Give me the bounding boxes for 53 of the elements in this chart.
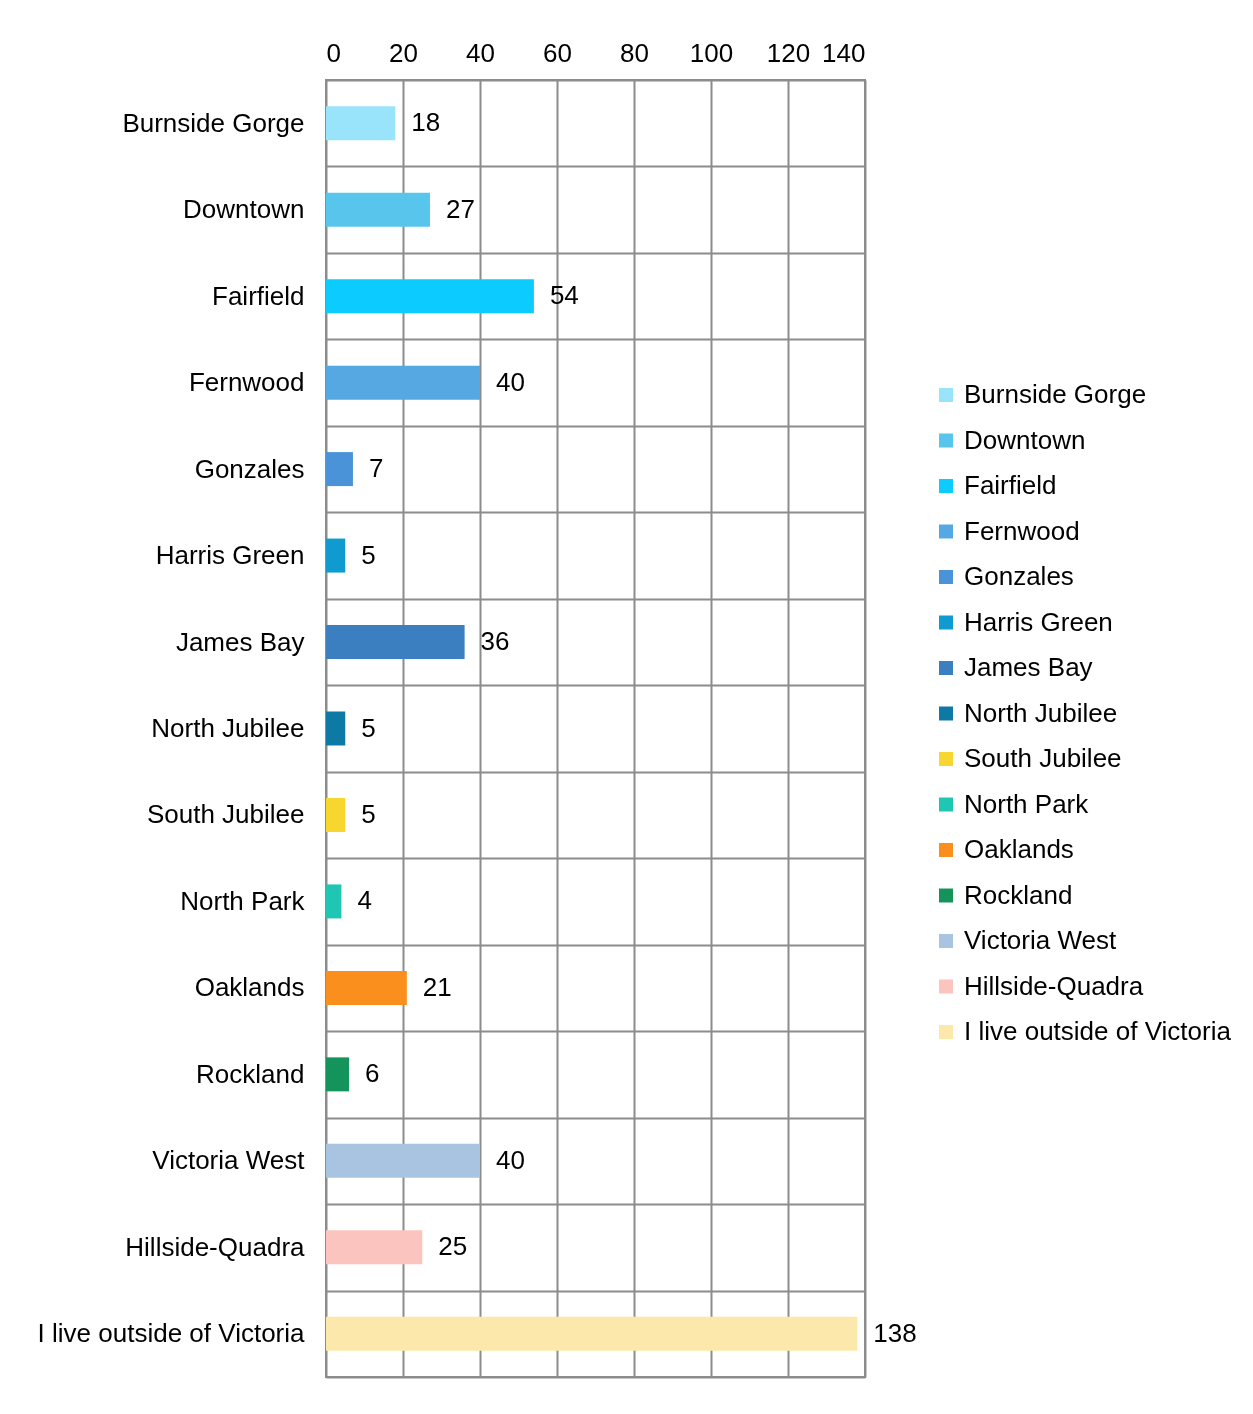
x-tick-label: 20 [389,37,418,68]
data-label: 4 [357,885,372,916]
y-tick-label: Gonzales [194,453,305,484]
data-label: 40 [496,366,525,397]
y-tick-label: Oaklands [194,972,305,1003]
x-tick-label: 40 [466,37,495,68]
y-tick-label: Rockland [196,1058,305,1089]
y-tick-label: Burnside Gorge [122,107,305,138]
data-label: 5 [361,539,376,570]
legend-label: Burnside Gorge [964,379,1147,409]
data-label: 25 [438,1231,468,1262]
legend-label: Downtown [964,424,1086,455]
legend-label: North Jubilee [964,697,1118,728]
data-label: 7 [368,453,384,484]
y-tick-label: I live outside of Victoria [37,1318,306,1349]
y-tick-label: South Jubilee [146,799,305,830]
x-tick-label: 120 [766,37,811,68]
legend-label: Harris Green [964,606,1113,637]
legend-label: I live outside of Victoria [964,1016,1232,1046]
y-tick-label: Downtown [183,194,305,225]
legend-label: South Jubilee [964,743,1122,773]
x-tick-label: 100 [689,37,734,68]
x-tick-label: 60 [543,37,572,68]
y-tick-label: Victoria West [152,1145,306,1176]
legend-label: Oaklands [964,834,1074,864]
y-tick-label: Fairfield [212,280,305,311]
data-label: 36 [480,626,510,657]
legend-label: James Bay [964,652,1093,682]
data-label: 27 [445,193,475,224]
legend-label: Fairfield [964,470,1057,500]
legend-label: Victoria West [964,925,1117,955]
y-tick-label: Harris Green [155,540,305,571]
data-label: 5 [361,712,376,743]
y-tick-label: Fernwood [188,367,305,398]
y-tick-label: North Jubilee [151,713,305,743]
legend-label: Gonzales [964,561,1074,591]
data-label: 18 [411,107,441,138]
x-tick-label: 140 [822,37,866,68]
data-label: 6 [365,1058,380,1089]
data-label: 138 [873,1317,917,1348]
y-tick-label: North Park [180,885,306,916]
x-tick-label: 0 [326,37,341,68]
data-label: 54 [549,280,579,311]
data-label: 5 [361,798,376,829]
data-label: 40 [496,1144,525,1175]
x-tick-label: 80 [620,37,649,68]
y-tick-label: Hillside-Quadra [125,1231,306,1262]
legend-label: Rockland [964,879,1073,910]
legend-label: North Park [964,788,1090,819]
legend-label: Hillside-Quadra [964,970,1144,1001]
data-label: 21 [422,971,452,1002]
legend-label: Fernwood [964,515,1080,546]
y-tick-label: James Bay [175,626,305,657]
